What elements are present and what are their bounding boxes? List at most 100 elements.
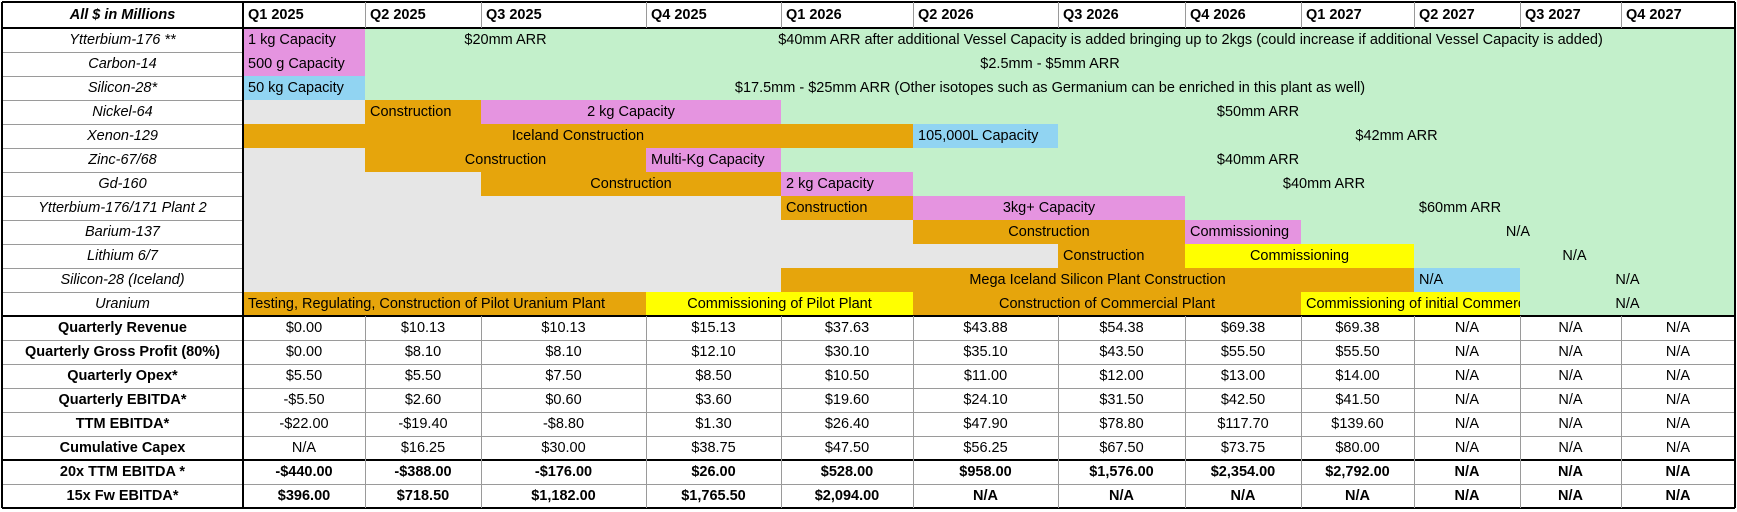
metric-value[interactable]: $396.00	[277, 487, 331, 504]
timeline-empty-cell[interactable]	[243, 268, 781, 292]
metric-value[interactable]: $10.13	[400, 319, 446, 336]
metric-value[interactable]: N/A	[1454, 487, 1480, 504]
timeline-segment[interactable]: Mega Iceland Silicon Plant Construction	[781, 268, 1414, 292]
metric-value[interactable]: $8.10	[404, 343, 442, 360]
timeline-row-label[interactable]: Carbon-14	[88, 55, 157, 72]
metric-value[interactable]: $55.50	[1220, 343, 1266, 360]
metric-value[interactable]: N/A	[1454, 439, 1480, 456]
metric-value[interactable]: $56.25	[963, 439, 1008, 456]
timeline-segment[interactable]: 1 kg Capacity	[243, 28, 365, 52]
metric-value[interactable]: -$5.50	[283, 391, 325, 408]
metric-value[interactable]: N/A	[1558, 415, 1583, 432]
metric-label[interactable]: Cumulative Capex	[59, 439, 186, 456]
metric-value[interactable]: N/A	[1558, 439, 1583, 456]
metric-value[interactable]: $42.50	[1220, 391, 1266, 408]
metric-value[interactable]: $13.00	[1220, 367, 1266, 384]
metric-value[interactable]: $16.25	[400, 439, 446, 456]
metric-value[interactable]: $26.40	[824, 415, 870, 432]
quarter-header[interactable]: Q3 2027	[1525, 6, 1581, 23]
timeline-row-label[interactable]: Ytterbium-176/171 Plant 2	[38, 199, 207, 216]
timeline-segment[interactable]: N/A	[1414, 244, 1735, 268]
timeline-segment[interactable]: $17.5mm - $25mm ARR (Other isotopes such…	[365, 76, 1735, 100]
timeline-segment[interactable]: Commissioning	[1185, 244, 1414, 268]
metric-label[interactable]: Quarterly Opex*	[67, 367, 178, 384]
metric-value[interactable]: $1,576.00	[1089, 463, 1154, 480]
metric-value[interactable]: $19.60	[824, 391, 870, 408]
timeline-segment[interactable]: 50 kg Capacity	[243, 76, 365, 100]
metric-value[interactable]: $47.90	[963, 415, 1008, 432]
timeline-row-label[interactable]: Uranium	[95, 295, 150, 312]
metric-value[interactable]: N/A	[1454, 319, 1480, 336]
timeline-segment[interactable]: $40mm ARR after additional Vessel Capaci…	[646, 28, 1735, 52]
metric-value[interactable]: $2,094.00	[814, 487, 880, 504]
timeline-empty-cell[interactable]	[243, 244, 1058, 268]
timeline-segment[interactable]: Construction	[781, 196, 913, 220]
metric-value[interactable]: -$22.00	[279, 415, 329, 432]
metric-value[interactable]: N/A	[1665, 487, 1691, 504]
metric-value[interactable]: $43.88	[963, 319, 1008, 336]
quarter-header[interactable]: Q4 2025	[651, 6, 707, 23]
metric-label[interactable]: TTM EBITDA*	[75, 415, 170, 432]
metric-value[interactable]: $69.38	[1220, 319, 1266, 336]
metric-value[interactable]: $15.13	[691, 319, 736, 336]
timeline-segment[interactable]: $20mm ARR	[365, 28, 646, 52]
metric-value[interactable]: -$440.00	[275, 463, 333, 480]
timeline-row-label[interactable]: Nickel-64	[92, 103, 153, 120]
metric-value[interactable]: N/A	[1665, 439, 1691, 456]
metric-value[interactable]: -$8.80	[542, 415, 585, 432]
timeline-segment[interactable]: $2.5mm - $5mm ARR	[365, 52, 1735, 76]
metric-value[interactable]: N/A	[1665, 367, 1691, 384]
timeline-segment[interactable]: Commissioning of initial Commercial Plan…	[1301, 292, 1520, 316]
metric-value[interactable]: $11.00	[963, 367, 1008, 384]
timeline-segment[interactable]: N/A	[1301, 220, 1735, 244]
timeline-segment[interactable]: Commissioning of Pilot Plant	[646, 292, 913, 316]
metric-value[interactable]: N/A	[1665, 343, 1691, 360]
metric-value[interactable]: $3.60	[695, 391, 732, 408]
timeline-segment[interactable]: 2 kg Capacity	[481, 100, 781, 124]
timeline-segment[interactable]: $60mm ARR	[1185, 196, 1735, 220]
quarter-header[interactable]: Q3 2025	[486, 6, 542, 23]
timeline-segment[interactable]: N/A	[1520, 292, 1735, 316]
metric-value[interactable]: $12.00	[1099, 367, 1144, 384]
metric-label[interactable]: Quarterly Revenue	[58, 319, 187, 336]
timeline-segment[interactable]: Construction	[365, 100, 481, 124]
metric-value[interactable]: $55.50	[1335, 343, 1380, 360]
metric-value[interactable]: N/A	[1558, 463, 1583, 480]
timeline-segment[interactable]: Iceland Construction	[243, 124, 913, 148]
timeline-row-label[interactable]: Lithium 6/7	[87, 247, 158, 264]
timeline-empty-cell[interactable]	[243, 100, 365, 124]
metric-value[interactable]: $8.10	[545, 343, 582, 360]
metric-value[interactable]: $117.70	[1217, 415, 1269, 432]
timeline-segment[interactable]: $40mm ARR	[913, 172, 1735, 196]
metric-value[interactable]: $35.10	[963, 343, 1008, 360]
metric-value[interactable]: $528.00	[820, 463, 874, 480]
timeline-segment[interactable]: 3kg+ Capacity	[913, 196, 1185, 220]
timeline-row-label[interactable]: Silicon-28*	[87, 79, 158, 96]
metric-value[interactable]: $2,354.00	[1210, 463, 1276, 480]
metric-value[interactable]: N/A	[1454, 343, 1480, 360]
metric-value[interactable]: N/A	[291, 439, 317, 456]
metric-label[interactable]: Quarterly Gross Profit (80%)	[25, 343, 220, 360]
metric-value[interactable]: $0.60	[545, 391, 582, 408]
metric-value[interactable]: $1.30	[695, 415, 732, 432]
metric-value[interactable]: $0.00	[285, 343, 323, 360]
timeline-segment[interactable]: $40mm ARR	[781, 148, 1735, 172]
metric-value[interactable]: N/A	[1558, 391, 1583, 408]
timeline-row-label[interactable]: Ytterbium-176 **	[69, 31, 176, 48]
metric-value[interactable]: $2.60	[404, 391, 442, 408]
metric-value[interactable]: $718.50	[396, 487, 450, 504]
timeline-segment[interactable]: Testing, Regulating, Construction of Pil…	[243, 292, 646, 316]
metric-value[interactable]: N/A	[1109, 487, 1134, 504]
metric-value[interactable]: $73.75	[1220, 439, 1266, 456]
timeline-row-label[interactable]: Zinc-67/68	[88, 151, 157, 168]
timeline-row-label[interactable]: Gd-160	[98, 175, 147, 192]
timeline-segment[interactable]: $42mm ARR	[1058, 124, 1735, 148]
metric-value[interactable]: $80.00	[1335, 439, 1380, 456]
metric-value[interactable]: N/A	[1454, 391, 1480, 408]
metric-value[interactable]: $67.50	[1099, 439, 1144, 456]
timeline-empty-cell[interactable]	[243, 196, 781, 220]
metric-value[interactable]: $1,765.50	[681, 487, 746, 504]
timeline-row-label[interactable]: Silicon-28 (Iceland)	[60, 271, 185, 288]
quarter-header[interactable]: Q1 2026	[786, 6, 842, 23]
metric-value[interactable]: $43.50	[1099, 343, 1144, 360]
